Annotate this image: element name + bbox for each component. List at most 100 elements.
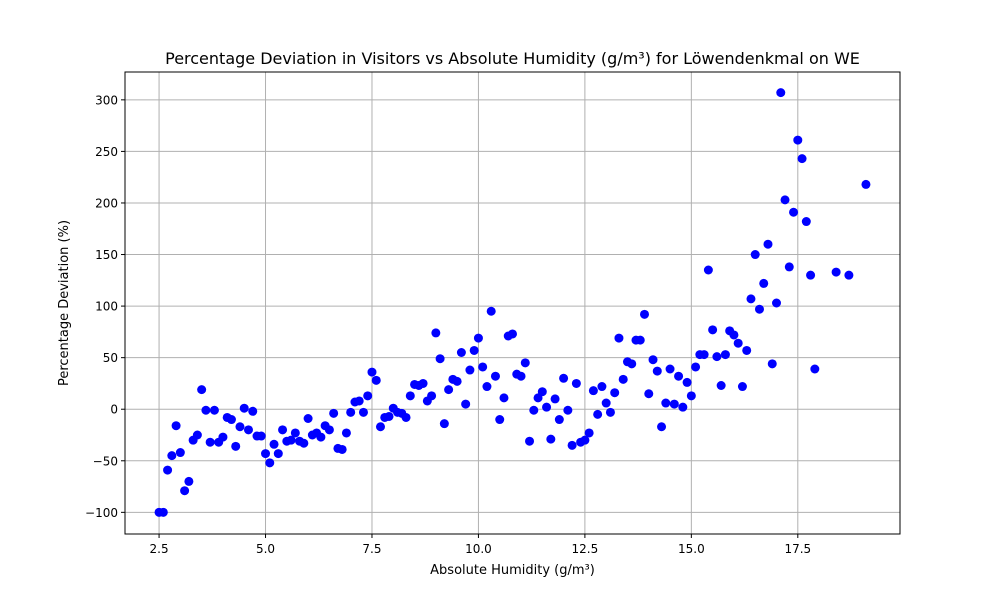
data-point [580,435,590,445]
data-point [235,422,245,432]
data-point [686,391,696,401]
x-tick-label: 5.0 [256,542,275,556]
data-point [316,432,326,442]
data-point [231,441,241,451]
data-point [593,409,603,419]
data-point [525,436,535,446]
data-point [720,350,730,360]
data-point [367,367,377,377]
data-point [469,345,479,355]
data-point [559,373,569,383]
data-point [746,294,756,304]
data-point [627,359,637,369]
y-tick-label: 150 [95,248,118,262]
data-point [810,364,820,374]
data-point [401,412,411,422]
data-point [678,402,688,412]
data-points [154,88,871,517]
data-point [801,217,811,227]
data-point [640,309,650,319]
data-point [405,391,415,401]
data-point [303,414,313,423]
data-point [563,405,573,415]
x-axis-label: Absolute Humidity (g/m³) [430,563,595,578]
y-tick-label: −50 [93,454,118,468]
data-point [269,439,279,449]
data-point [729,330,739,340]
data-point [772,298,782,308]
y-tick-label: 0 [110,403,118,417]
data-point [490,371,500,381]
data-point [831,267,841,277]
data-point [201,405,211,415]
data-point [473,333,483,343]
data-point [571,378,581,388]
data-point [682,377,692,387]
x-tick-label: 2.5 [150,542,169,556]
data-point [793,135,803,145]
data-point [461,399,471,409]
data-point [588,386,598,396]
data-point [465,365,475,375]
data-point [742,345,752,355]
data-point [205,437,215,447]
data-point [806,270,816,280]
data-point [529,405,539,415]
x-tick-label: 10.0 [465,542,492,556]
data-point [418,378,428,388]
data-point [482,382,492,392]
data-point [737,382,747,392]
data-point [691,362,701,372]
data-point [754,304,764,314]
data-point [767,359,777,369]
data-point [486,306,496,316]
data-point [290,428,300,438]
data-point [750,250,760,260]
x-tick-label: 7.5 [362,542,381,556]
data-point [324,425,334,435]
x-tick-label: 12.5 [572,542,599,556]
data-point [265,458,275,468]
data-point [226,415,236,425]
data-point [278,425,288,435]
data-point [180,486,190,496]
data-point [618,374,628,384]
data-point [239,403,249,413]
data-point [192,430,202,440]
axis-ticks: 2.5 5.0 7.5 10.0 12.5 15.0 17.5 −100 −50 0 50 100 15… [85,93,811,556]
data-point [542,402,552,412]
data-point [669,399,679,409]
plot-area-frame [124,71,901,535]
data-point [499,393,509,403]
data-point [763,239,773,249]
data-point [435,354,445,364]
y-tick-label: −100 [85,506,118,520]
data-point [243,425,253,435]
data-point [363,391,373,401]
data-point [495,415,505,425]
data-point [635,335,645,345]
data-point [844,270,854,280]
y-tick-label: 300 [95,93,118,107]
y-axis-label: Percentage Deviation (%) [57,220,72,386]
y-tick-label: 200 [95,196,118,210]
data-point [167,451,177,461]
data-point [384,411,394,421]
data-point [567,440,577,450]
data-point [708,325,718,335]
data-point [286,435,296,445]
data-point [452,376,462,386]
data-point [797,154,807,164]
data-point [759,278,769,288]
data-point [546,434,556,444]
data-point [861,179,871,189]
grid-lines [125,72,900,534]
data-point [337,444,347,454]
data-point [508,329,517,339]
data-point [197,385,207,395]
data-point [601,398,611,408]
data-point [341,428,351,438]
data-point [652,366,662,376]
data-point [218,432,228,442]
data-point [256,431,266,441]
